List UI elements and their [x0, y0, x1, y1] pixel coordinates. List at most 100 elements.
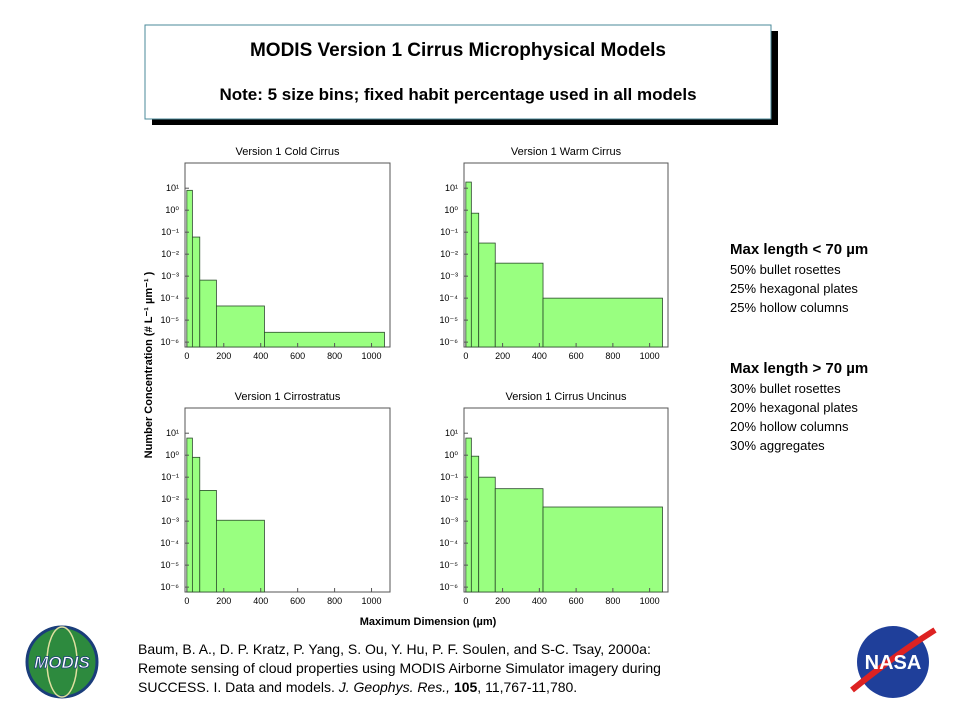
chart-title: Version 1 Cirrostratus [235, 391, 341, 403]
x-tick-label: 200 [495, 351, 510, 361]
x-tick-label: 800 [605, 351, 620, 361]
y-tick-label: 10⁻⁵ [161, 315, 180, 325]
y-tick-label: 10¹ [166, 428, 179, 438]
y-tick-label: 10⁻³ [161, 271, 179, 281]
bar [478, 476, 496, 593]
citation-journal: J. Geophys. Res., [338, 679, 450, 695]
histogram-chart: Version 1 Warm Cirrus 0 200 400 600 800 1000 10… [439, 146, 669, 361]
bar [465, 181, 472, 348]
bar [542, 506, 663, 593]
y-tick-label: 10⁰ [444, 450, 458, 460]
x-tick-label: 0 [184, 596, 189, 606]
citation-line: SUCCESS. I. Data and models. J. Geophys.… [138, 679, 577, 695]
x-tick-label: 0 [463, 351, 468, 361]
habit-heading: Max length < 70 µm [730, 241, 868, 258]
histogram-chart: Version 1 Cold Cirrus 0 200 400 600 800 1000 10… [160, 146, 391, 361]
x-axis-label: Maximum Dimension (µm) [360, 616, 497, 628]
y-tick-label: 10⁻⁶ [440, 582, 459, 592]
logo-text: MODIS [34, 653, 90, 672]
habit-item: 30% bullet rosettes [730, 381, 841, 396]
logo-swoosh [850, 627, 937, 693]
y-tick-label: 10⁻² [161, 249, 179, 259]
citation-line: Remote sensing of cloud properties using… [138, 660, 661, 676]
y-tick-label: 10⁻⁴ [439, 293, 458, 303]
y-tick-label: 10⁻⁶ [440, 337, 459, 347]
bar [199, 279, 217, 348]
x-tick-label: 600 [569, 351, 584, 361]
habit-item: 20% hexagonal plates [730, 400, 858, 415]
modis-logo: MODIS [25, 625, 99, 699]
x-tick-label: 600 [569, 596, 584, 606]
bar [542, 297, 663, 348]
bar [470, 455, 480, 593]
citation: Baum, B. A., D. P. Kratz, P. Yang, S. Ou… [138, 641, 661, 695]
bar [199, 490, 217, 593]
citation-text: SUCCESS. I. Data and models. [138, 679, 335, 695]
citation-volume: 105 [454, 679, 478, 695]
y-tick-label: 10⁰ [165, 450, 179, 460]
bar [494, 488, 544, 593]
x-tick-label: 800 [605, 596, 620, 606]
y-tick-label: 10¹ [445, 183, 458, 193]
bar [264, 331, 385, 348]
bar [465, 437, 472, 593]
habit-item: 25% hexagonal plates [730, 281, 858, 296]
y-tick-label: 10⁰ [444, 205, 458, 215]
y-tick-label: 10¹ [445, 428, 458, 438]
bar [215, 519, 265, 593]
x-tick-label: 0 [463, 596, 468, 606]
y-tick-label: 10⁻³ [161, 516, 179, 526]
bar [191, 236, 201, 348]
bar [191, 456, 201, 593]
x-tick-label: 600 [290, 351, 305, 361]
y-axis-label: Number Concentration (# L⁻¹ µm⁻¹ ) [143, 271, 155, 458]
y-tick-label: 10⁻⁵ [161, 560, 180, 570]
y-tick-label: 10⁻⁴ [160, 538, 179, 548]
x-tick-label: 600 [290, 596, 305, 606]
nasa-logo: NASA [850, 626, 937, 698]
bar [186, 189, 193, 348]
y-tick-label: 10⁻⁵ [440, 560, 459, 570]
citation-line: Baum, B. A., D. P. Kratz, P. Yang, S. Ou… [138, 641, 651, 657]
bar [494, 262, 544, 348]
habit-item: 25% hollow columns [730, 300, 849, 315]
bar [470, 212, 480, 348]
x-tick-label: 200 [495, 596, 510, 606]
habit-heading: Max length > 70 µm [730, 360, 868, 377]
title-box [144, 24, 772, 120]
slide-title: MODIS Version 1 Cirrus Microphysical Mod… [250, 40, 666, 61]
y-tick-label: 10¹ [166, 183, 179, 193]
x-tick-label: 1000 [640, 596, 660, 606]
chart-title: Version 1 Warm Cirrus [511, 146, 622, 158]
y-tick-label: 10⁻² [440, 494, 458, 504]
y-tick-label: 10⁰ [165, 205, 179, 215]
habits: Max length < 70 µm 50% bullet rosettes 2… [730, 241, 868, 453]
chart-title: Version 1 Cirrus Uncinus [505, 391, 627, 403]
histogram-chart: Version 1 Cirrus Uncinus 0 200 400 600 800 100… [439, 391, 669, 606]
x-tick-label: 200 [216, 351, 231, 361]
x-tick-label: 0 [184, 351, 189, 361]
x-tick-label: 200 [216, 596, 231, 606]
habit-item: 30% aggregates [730, 438, 825, 453]
x-tick-label: 1000 [640, 351, 660, 361]
bar [186, 437, 193, 593]
x-tick-label: 400 [532, 596, 547, 606]
slide-note: Note: 5 size bins; fixed habit percentag… [219, 85, 696, 104]
x-tick-label: 400 [253, 351, 268, 361]
y-tick-label: 10⁻³ [440, 271, 458, 281]
bar [478, 242, 496, 348]
x-tick-label: 1000 [362, 596, 382, 606]
y-tick-label: 10⁻⁴ [439, 538, 458, 548]
y-tick-label: 10⁻³ [440, 516, 458, 526]
y-tick-label: 10⁻⁶ [161, 337, 180, 347]
y-tick-label: 10⁻⁶ [161, 582, 180, 592]
y-tick-label: 10⁻² [440, 249, 458, 259]
bar [215, 305, 265, 348]
logo-text: NASA [865, 652, 922, 674]
citation-pages: , 11,767-11,780. [477, 679, 577, 695]
x-tick-label: 800 [327, 596, 342, 606]
chart-title: Version 1 Cold Cirrus [236, 146, 340, 158]
y-tick-label: 10⁻¹ [440, 227, 458, 237]
x-tick-label: 400 [253, 596, 268, 606]
